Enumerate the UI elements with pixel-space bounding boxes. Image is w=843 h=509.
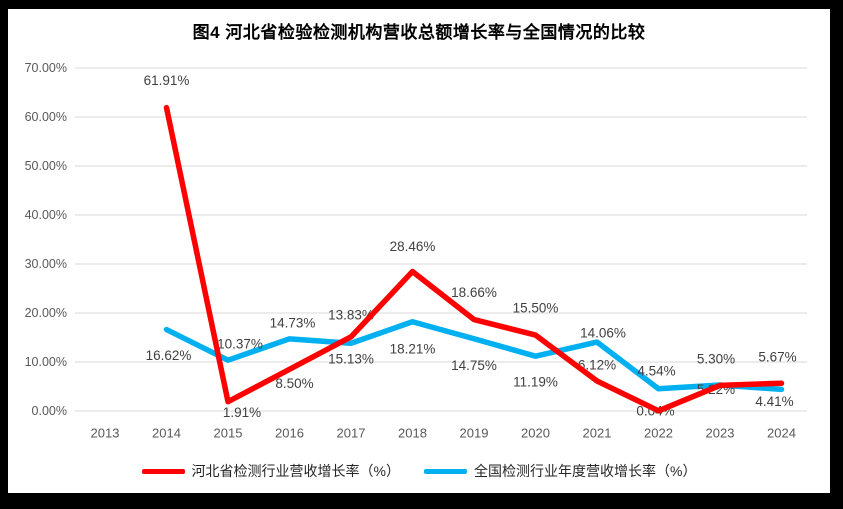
- chart-plot-area: 0.00% 10.00% 20.00% 30.00% 40.00% 50.00% 60.00…: [25, 61, 807, 441]
- x-tick-label: 2014: [152, 426, 181, 441]
- y-tick-label: 0.00%: [32, 404, 67, 418]
- hebei-data-label: 15.50%: [513, 301, 559, 316]
- y-tick-label: 40.00%: [25, 208, 67, 222]
- national-data-label: 11.19%: [513, 375, 558, 390]
- national-series-line: [163, 319, 785, 393]
- national-data-label: 14.75%: [451, 358, 497, 373]
- legend-label-national: 全国检测行业年度营收增长率（%）: [474, 463, 697, 479]
- y-tick-label: 70.00%: [25, 61, 67, 75]
- national-data-label: 13.83%: [328, 308, 374, 323]
- chart-canvas: 0.00% 10.00% 20.00% 30.00% 40.00% 50.00% 60.00…: [8, 9, 830, 493]
- legend-item-national: 全国检测行业年度营收增长率（%）: [424, 461, 696, 481]
- x-tick-label: 2018: [398, 426, 427, 441]
- hebei-data-label: 15.13%: [328, 351, 374, 366]
- hebei-data-label: 6.12%: [578, 358, 616, 373]
- legend-label-hebei: 河北省检测行业营收增长率（%）: [191, 463, 400, 479]
- x-tick-label: 2019: [460, 426, 489, 441]
- x-tick-label: 2017: [337, 426, 366, 441]
- x-tick-label: 2013: [91, 426, 120, 441]
- x-tick-label: 2023: [706, 426, 735, 441]
- national-data-label: 14.06%: [580, 326, 626, 341]
- national-data-label: 5.30%: [697, 352, 735, 367]
- x-tick-label: 2015: [214, 426, 243, 441]
- y-tick-label: 50.00%: [25, 159, 67, 173]
- national-data-label: 16.62%: [146, 348, 192, 363]
- x-tick-label: 2020: [521, 426, 550, 441]
- hebei-data-label: 8.50%: [275, 376, 313, 391]
- national-line-swatch-icon: [424, 468, 467, 474]
- national-data-label: 18.21%: [390, 341, 436, 356]
- national-data-label: 14.73%: [270, 315, 316, 330]
- chart-title: 图4 河北省检验检测机构营收总额增长率与全国情况的比较: [192, 23, 646, 42]
- y-tick-label: 30.00%: [25, 257, 67, 271]
- y-tick-label: 60.00%: [25, 110, 67, 124]
- national-data-label: 10.37%: [217, 337, 263, 352]
- hebei-line-swatch-icon: [141, 468, 185, 474]
- hebei-data-label: 1.91%: [223, 405, 261, 420]
- y-tick-label: 10.00%: [25, 355, 67, 369]
- x-tick-label: 2024: [767, 426, 796, 441]
- x-tick-label: 2022: [644, 426, 673, 441]
- y-tick-label: 20.00%: [25, 306, 67, 320]
- hebei-data-label: 18.66%: [451, 285, 497, 300]
- hebei-data-label: 5.67%: [758, 350, 796, 365]
- x-tick-label: 2016: [275, 426, 304, 441]
- x-tick-label: 2021: [583, 426, 612, 441]
- chart-legend: 河北省检测行业营收增长率（%） 全国检测行业年度营收增长率（%）: [8, 461, 830, 481]
- hebei-data-label: 28.46%: [390, 239, 436, 254]
- hebei-data-label: 61.91%: [144, 73, 190, 88]
- national-data-label: 4.54%: [637, 363, 675, 378]
- hebei-series-line: [163, 104, 785, 414]
- national-data-label: 4.41%: [755, 394, 793, 409]
- legend-item-hebei: 河北省检测行业营收增长率（%）: [141, 461, 400, 481]
